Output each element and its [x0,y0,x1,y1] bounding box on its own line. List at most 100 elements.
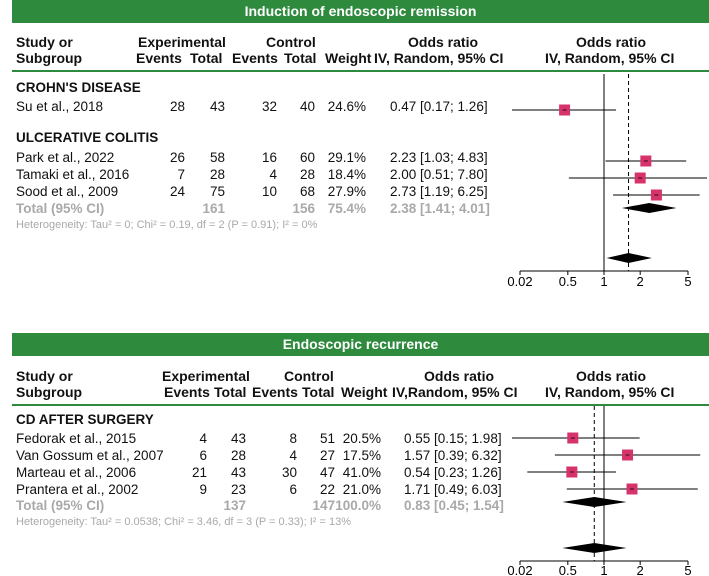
chart2-weight: 21.0% [342,482,381,497]
chart1-x-tick-label: 5 [684,274,691,289]
chart2-ctrl-total: 27 [319,448,335,463]
chart2-exp-events: 21 [191,465,207,480]
chart2-exp-events: 9 [199,482,207,497]
chart2-or-ci: 1.57 [0.39; 6.32] [404,448,502,463]
chart1-study-name: Park et al., 2022 [16,150,115,165]
chart2-exp-total: 43 [230,465,246,480]
chart2-x-tick-label: 5 [684,563,691,576]
chart2-or-ci: 1.71 [0.49; 6.03] [404,482,502,497]
chart2-header-ctrl-total: Total [302,384,335,400]
chart2-group-cd-after-surgery: CD AFTER SURGERY [16,412,154,427]
chart1-total-or-ci: 2.38 [1.41; 4.01] [390,201,490,216]
chart1-or-ci: 2.73 [1.19; 6.25] [390,184,488,199]
chart2-ctrl-events: 30 [281,465,297,480]
chart1-or-ci: 2.00 [0.51; 7.80] [390,167,488,182]
chart1-overall-diamond [606,253,652,263]
chart1-heterogeneity: Heterogeneity: Tau² = 0; Chi² = 0.19, df… [16,219,318,231]
chart2-header-ctrl-events: Events [252,384,298,400]
chart1-x-tick-label: 1 [600,274,607,289]
chart2-header-plot-2: IV, Random, 95% CI [545,384,675,400]
chart2-exp-total: 43 [230,431,246,446]
chart1-ctrl-total: 28 [299,167,315,182]
chart2-ctrl-events: 6 [289,482,297,497]
chart1-ctrl-events: 10 [261,184,277,199]
chart2-header-exp-events: Events [164,384,210,400]
chart2-weight: 41.0% [342,465,381,480]
chart1-total-label: Total (95% CI) [16,201,105,216]
chart1-total-weight: 75.4% [327,201,366,216]
chart2-header-plot-1: Odds ratio [576,368,647,384]
chart2-x-tick-label: 0.02 [507,563,532,576]
chart1-group-uc: ULCERATIVE COLITIS [16,130,159,145]
chart1-ctrl-events: 4 [269,167,277,182]
chart2-exp-total: 28 [230,448,246,463]
chart2-ctrl-events: 8 [289,431,297,446]
chart2-study-name: Van Gossum et al., 2007 [16,448,164,463]
chart2-ctrl-events: 4 [289,448,297,463]
chart2-subtotal-diamond [562,497,627,507]
chart1-header-experimental: Experimental [138,34,226,50]
chart1-x-tick-label: 0.5 [559,274,577,289]
chart2-title-banner: Endoscopic recurrence [12,333,709,356]
chart1-exp-total: 75 [209,184,225,199]
chart2-header-or-1: Odds ratio [424,368,495,384]
chart1-title-banner: Induction of endoscopic remission [12,0,709,23]
chart1-study-name: Sood et al., 2009 [16,184,119,199]
chart2-header-weight: Weight [341,384,388,400]
chart1-ctrl-total: 40 [299,99,315,114]
chart1-ctrl-total: 68 [299,184,315,199]
chart1-header-exp-total: Total [190,50,223,66]
chart2-ctrl-total: 22 [319,482,335,497]
chart1-total-exp: 161 [202,201,225,216]
chart1-exp-total: 43 [209,99,225,114]
chart1-exp-total: 28 [209,167,225,182]
chart2-header-divider [12,404,709,406]
chart2-exp-events: 4 [199,431,207,446]
chart1-exp-events: 7 [177,167,185,182]
chart2-header-study-2: Subgroup [16,384,83,400]
chart2-weight: 17.5% [342,448,381,463]
chart1-header-ctrl-events: Events [232,50,278,66]
chart1-exp-events: 28 [169,99,185,114]
chart1-x-tick-label: 0.02 [507,274,532,289]
chart1-or-ci: 0.47 [0.17; 1.26] [390,99,488,114]
chart1-weight: 18.4% [327,167,366,182]
chart1-exp-total: 58 [209,150,225,165]
chart1-header-weight: Weight [325,50,372,66]
chart2-header-or-2: IV,Random, 95% CI [392,384,518,400]
chart1-ctrl-total: 60 [299,150,315,165]
chart2-exp-total: 23 [230,482,246,497]
chart1-ctrl-events: 16 [261,150,277,165]
chart1-header-or-1: Odds ratio [408,34,479,50]
chart1-header-study-1: Study or [16,34,73,50]
chart1-subtotal-diamond [621,203,677,213]
chart1-study-name: Su et al., 2018 [16,99,104,114]
chart1-or-ci: 2.23 [1.03; 4.83] [390,150,488,165]
chart1-header-control: Control [266,34,316,50]
chart2-study-name: Prantera et al., 2002 [16,482,139,497]
chart2-x-tick-label: 1 [600,563,607,576]
chart2-heterogeneity: Heterogeneity: Tau² = 0.0538; Chi² = 3.4… [16,516,351,528]
chart2-study-name: Marteau et al., 2006 [16,465,137,480]
chart1-header-study-2: Subgroup [16,50,83,66]
chart1-group-crohns: CROHN'S DISEASE [16,80,141,95]
chart2-ctrl-total: 47 [319,465,335,480]
chart1-total-ctrl: 156 [292,201,315,216]
chart2-header-exp-total: Total [214,384,247,400]
chart1-ctrl-events: 32 [261,99,277,114]
chart2-total-ctrl: 147 [312,498,335,513]
chart2-total-label: Total (95% CI) [16,498,105,513]
chart1-study-name: Tamaki et al., 2016 [16,167,130,182]
chart2-or-ci: 0.55 [0.15; 1.98] [404,431,502,446]
chart1-header-plot-1: Odds ratio [576,34,647,50]
chart1-weight: 29.1% [327,150,366,165]
chart1-exp-events: 26 [169,150,185,165]
chart2-header-study-1: Study or [16,368,73,384]
chart1-header-divider [12,70,709,72]
chart2-or-ci: 0.54 [0.23; 1.26] [404,465,502,480]
chart2-ctrl-total: 51 [319,431,335,446]
chart1-header-ctrl-total: Total [284,50,317,66]
chart1-header-plot-2: IV, Random, 95% CI [545,50,675,66]
chart1-weight: 24.6% [327,99,366,114]
